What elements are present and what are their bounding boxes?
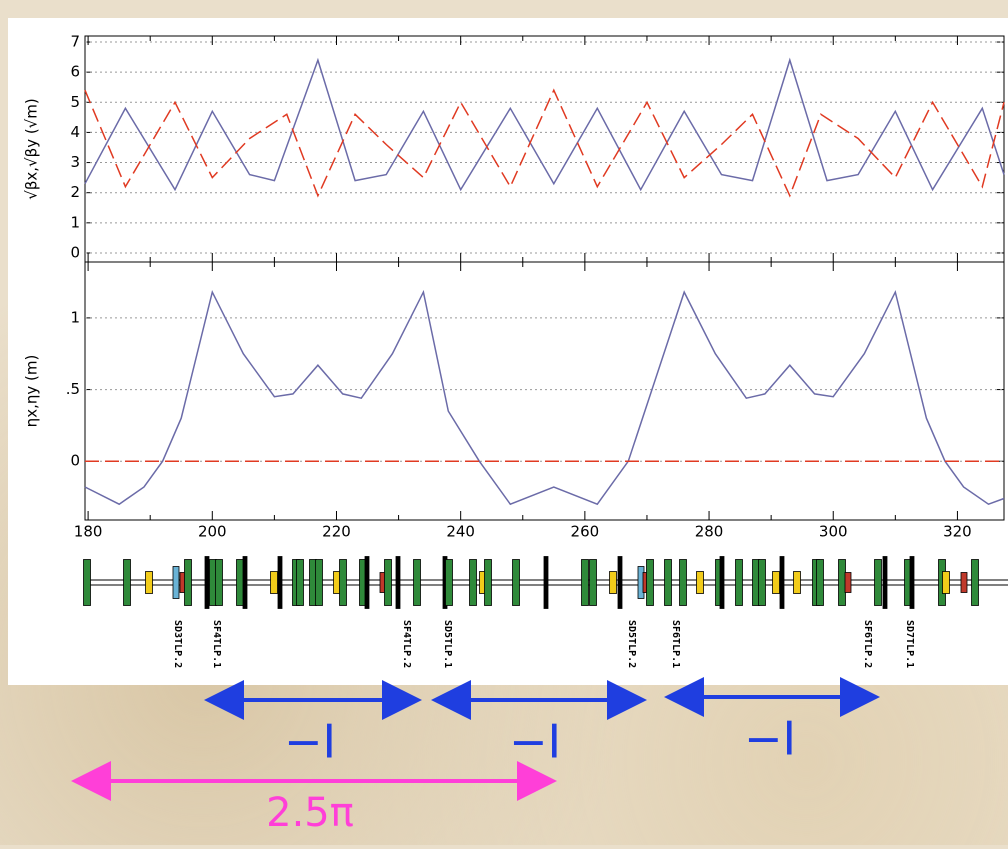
x-tick-label: 200 (198, 523, 227, 541)
lattice-element (243, 557, 247, 609)
y-tick-label: .5 (66, 380, 80, 398)
element-label: SD3TLP.2 (172, 620, 183, 668)
y-axis-label: √βx,√βy (√m) (23, 98, 41, 199)
x-tick-label: 220 (322, 523, 351, 541)
y-tick-label: 0 (70, 243, 80, 261)
lattice-element (365, 557, 369, 609)
lattice-element (961, 573, 967, 593)
y-tick-label: 7 (70, 33, 80, 51)
lattice-element (396, 557, 400, 609)
lattice-element (124, 560, 131, 606)
lattice-element (146, 572, 153, 594)
lattice-element (582, 560, 589, 606)
lattice-element (271, 572, 278, 594)
lattice-element (414, 560, 421, 606)
y-tick-label: 2 (70, 183, 80, 201)
element-label: SD7TLP.1 (904, 620, 915, 668)
annotation-label: 2.5π (266, 790, 354, 836)
y-tick-label: 1 (70, 213, 80, 231)
lattice-element (610, 572, 617, 594)
lattice-element (759, 560, 766, 606)
y-tick-label: 6 (70, 63, 80, 81)
lattice-element (680, 560, 687, 606)
y-tick-label: 1 (70, 308, 80, 326)
lattice-element (773, 572, 780, 594)
lattice-element (943, 572, 950, 594)
x-tick-label: 280 (695, 523, 724, 541)
lattice-element (794, 572, 801, 594)
lattice-element (205, 557, 209, 609)
lattice-element (485, 560, 492, 606)
x-tick-label: 320 (943, 523, 972, 541)
lattice-element (470, 560, 477, 606)
annotation-label: −I (509, 715, 561, 769)
y-tick-label: 3 (70, 153, 80, 171)
lattice-element (875, 560, 882, 606)
lattice-element (185, 560, 192, 606)
element-label: SF4TLP.2 (401, 620, 412, 668)
y-tick-label: 5 (70, 93, 80, 111)
lattice-element (697, 572, 704, 594)
lattice-element (340, 560, 347, 606)
lattice-element (665, 560, 672, 606)
lattice-element (237, 560, 244, 606)
lattice-element (720, 557, 724, 609)
element-label: SD5TLP.2 (626, 620, 637, 668)
lattice-element (84, 560, 91, 606)
lattice-element (618, 557, 622, 609)
x-tick-label: 240 (446, 523, 475, 541)
x-tick-label: 300 (819, 523, 848, 541)
lattice-element (883, 557, 887, 609)
lattice-element (972, 560, 979, 606)
lattice-element (839, 560, 846, 606)
lattice-element (173, 567, 179, 599)
lattice-element (817, 560, 824, 606)
x-tick-label: 180 (74, 523, 103, 541)
element-label: SF4TLP.1 (211, 620, 222, 668)
lattice-element (385, 560, 392, 606)
lattice-element (736, 560, 743, 606)
lattice-element (216, 560, 223, 606)
element-label: SD5TLP.1 (442, 620, 453, 668)
lattice-element (278, 557, 282, 609)
annotation-label: −I (284, 715, 336, 769)
element-label: SF6TLP.2 (862, 620, 873, 668)
element-label: SF6TLP.1 (670, 620, 681, 668)
lattice-element (910, 557, 914, 609)
lattice-element (513, 560, 520, 606)
lattice-element (446, 560, 453, 606)
annotation-label: −I (744, 712, 796, 766)
y-tick-label: 0 (70, 452, 80, 470)
y-axis-label: ηx,ηy (m) (23, 355, 41, 428)
lattice-element (780, 557, 784, 609)
lattice-element (544, 557, 548, 609)
x-tick-label: 260 (571, 523, 600, 541)
lattice-element (590, 560, 597, 606)
annotations: −I −I −I 2.5π (91, 697, 860, 836)
lattice-element (316, 560, 323, 606)
lattice-element (297, 560, 304, 606)
lattice-element (647, 560, 654, 606)
lattice-element (845, 573, 851, 593)
y-tick-label: 4 (70, 123, 80, 141)
